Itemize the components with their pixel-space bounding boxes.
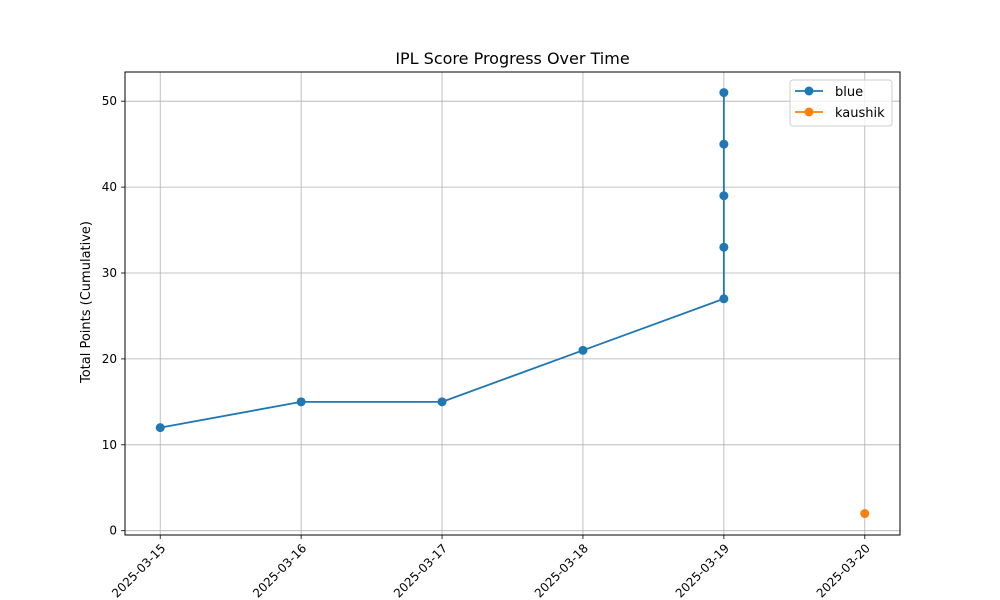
data-point-blue [578, 345, 588, 355]
data-point-blue [296, 397, 306, 407]
grid [125, 72, 900, 535]
y-tick-label: 10 [102, 438, 117, 452]
plot-frame [124, 71, 901, 536]
legend-marker-blue [804, 86, 814, 96]
data-point-blue [719, 191, 729, 201]
data-point-blue [437, 397, 447, 407]
y-tick-label: 50 [102, 94, 117, 108]
legend: blue kaushik [789, 79, 893, 127]
data-point-kaushik [860, 509, 870, 519]
y-tick-label: 30 [102, 266, 117, 280]
series-layer [155, 88, 870, 519]
legend-label-kaushik: kaushik [835, 106, 885, 121]
data-point-blue [719, 139, 729, 149]
y-axis-label: Total Points (Cumulative) [79, 221, 94, 384]
y-tick-label: 20 [102, 352, 117, 366]
y-tick-label: 0 [109, 524, 117, 538]
chart-title: IPL Score Progress Over Time [395, 49, 629, 68]
data-point-blue [719, 242, 729, 252]
legend-marker-kaushik [804, 107, 814, 117]
data-point-blue [155, 423, 165, 433]
legend-label-blue: blue [835, 85, 863, 100]
data-point-blue [719, 294, 729, 304]
y-tick-label: 40 [102, 180, 117, 194]
data-point-blue [719, 88, 729, 98]
